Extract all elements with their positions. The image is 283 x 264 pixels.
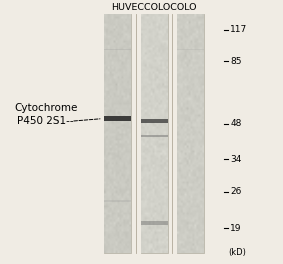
Text: (kD): (kD) <box>228 248 246 257</box>
Bar <box>104 200 131 202</box>
Text: 19: 19 <box>230 224 242 233</box>
Text: Cytochrome: Cytochrome <box>14 103 78 113</box>
Bar <box>141 14 168 253</box>
Text: 48: 48 <box>230 119 242 128</box>
Bar <box>141 221 168 225</box>
Bar <box>177 49 204 50</box>
Bar <box>141 119 168 123</box>
Text: 26: 26 <box>230 187 242 196</box>
Text: HUVECCOLOCOLO: HUVECCOLOCOLO <box>112 3 197 12</box>
Text: 85: 85 <box>230 57 242 66</box>
Bar <box>141 135 168 137</box>
Text: P450 2S1--: P450 2S1-- <box>18 116 74 126</box>
Text: 117: 117 <box>230 25 247 35</box>
Bar <box>104 49 131 50</box>
Bar <box>177 14 204 253</box>
Bar <box>104 14 131 253</box>
Text: 34: 34 <box>230 154 242 163</box>
Bar <box>104 116 131 121</box>
